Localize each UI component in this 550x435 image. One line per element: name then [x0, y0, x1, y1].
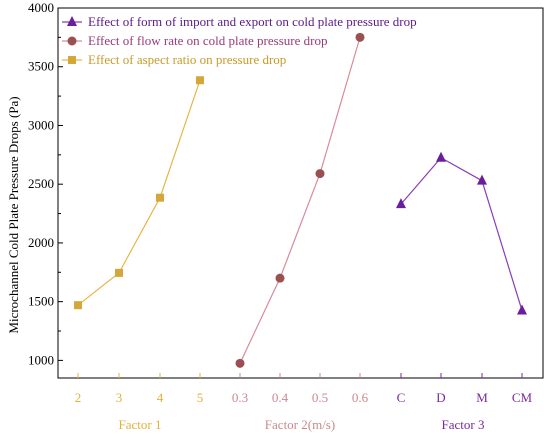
- x-tick-label: 4: [157, 390, 164, 405]
- data-point-circle: [315, 169, 325, 179]
- legend-entry: Effect of aspect ratio on pressure drop: [62, 52, 286, 67]
- plot-border: [57, 7, 544, 379]
- y-axis: 1000 1500 2000 2500 3000 3500 4000: [28, 0, 63, 367]
- y-tick-label: 1000: [28, 352, 54, 367]
- x-tick-label: M: [476, 390, 488, 405]
- x-tick-label: CM: [512, 390, 533, 405]
- x-axis: 2 3 4 5 Factor 1 0.3 0.4 0.5 0.6 Factor 2(m/s) C D M…: [75, 373, 533, 432]
- series-line: [77, 80, 201, 306]
- series-line: [239, 37, 361, 364]
- y-tick-label: 3000: [28, 117, 54, 132]
- data-point-square: [115, 268, 123, 277]
- x-tick-label: C: [397, 390, 406, 405]
- series-layer: [74, 32, 527, 368]
- data-point-triangle: [436, 151, 446, 162]
- legend-label: Effect of flow rate on cold plate pressu…: [88, 33, 327, 48]
- x-tick-label: D: [436, 390, 445, 405]
- y-tick-label: 3500: [28, 59, 54, 74]
- x-tick-label: 0.5: [312, 390, 328, 405]
- data-point-circle: [235, 358, 245, 368]
- x-group-label: Factor 1: [119, 417, 162, 432]
- legend: Effect of form of import and export on c…: [62, 14, 417, 67]
- x-tick-label: 3: [116, 390, 123, 405]
- data-point-circle: [355, 32, 365, 42]
- data-point-triangle: [517, 304, 527, 315]
- x-tick-label: 0.6: [352, 390, 369, 405]
- data-point-square: [196, 76, 204, 85]
- data-point-triangle: [67, 16, 77, 26]
- legend-entry: Effect of flow rate on cold plate pressu…: [62, 33, 327, 48]
- y-tick-label: 2000: [28, 235, 54, 250]
- series-circle: [235, 32, 365, 368]
- series-line: [400, 156, 523, 311]
- series-square: [74, 76, 204, 310]
- plot-frame: [57, 7, 544, 379]
- y-tick-label: 2500: [28, 176, 54, 191]
- x-tick-label: 0.3: [232, 390, 248, 405]
- legend-entry: Effect of form of import and export on c…: [62, 14, 417, 29]
- y-tick-label: 1500: [28, 294, 54, 309]
- series-triangle: [396, 151, 527, 315]
- y-axis-title: Microchannel Cold Plate Pressure Drops (…: [6, 96, 21, 333]
- data-point-circle: [275, 273, 285, 283]
- data-point-triangle: [477, 174, 487, 185]
- x-tick-label: 0.4: [272, 390, 289, 405]
- x-tick-label: 5: [197, 390, 204, 405]
- x-group-label: Factor 3: [442, 417, 485, 432]
- data-point-square: [68, 56, 76, 64]
- x-group-label: Factor 2(m/s): [265, 417, 335, 432]
- data-point-square: [74, 301, 82, 310]
- data-point-triangle: [396, 198, 406, 209]
- legend-label: Effect of aspect ratio on pressure drop: [88, 52, 286, 67]
- data-point-square: [156, 193, 164, 202]
- x-tick-label: 2: [75, 390, 82, 405]
- legend-label: Effect of form of import and export on c…: [88, 14, 417, 29]
- y-tick-label: 4000: [28, 0, 54, 15]
- data-point-circle: [67, 36, 77, 46]
